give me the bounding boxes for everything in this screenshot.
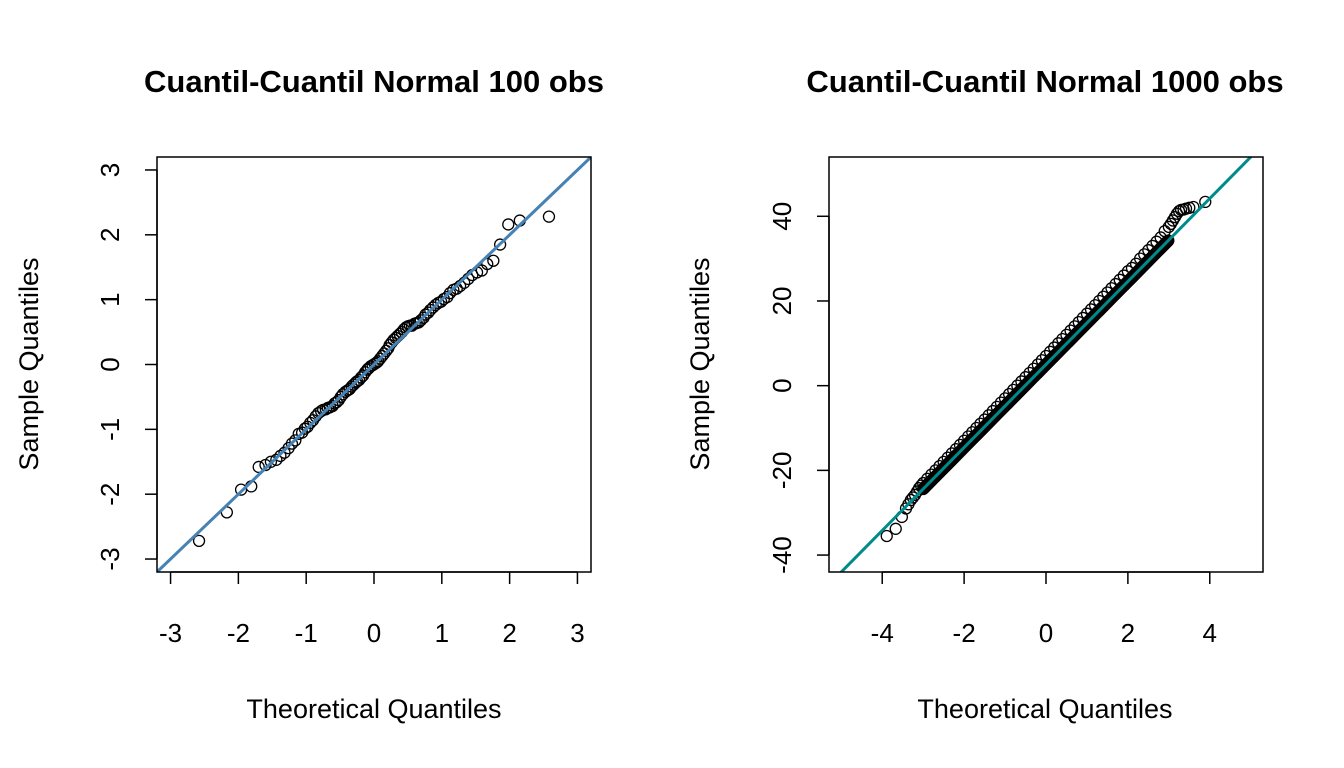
data-point — [278, 446, 291, 459]
axis-ticks-100: -3 -2 -1 0 1 2 3 -3 -2 -1 0 1 2 3 — [95, 163, 585, 648]
data-point — [443, 287, 457, 300]
y-tick-label: 0 — [767, 378, 797, 392]
data-point — [1183, 201, 1196, 214]
qq-plot-1000: Cuantil-Cuantil Normal 1000 obs Theoreti… — [685, 64, 1284, 724]
plot-frame-1000 — [828, 156, 1264, 573]
data-points-1000 — [880, 195, 1212, 543]
x-tick-label: 2 — [1121, 618, 1135, 648]
y-tick-label: 40 — [767, 202, 797, 231]
y-axis-label-1000: Sample Quantiles — [685, 257, 715, 470]
data-point — [419, 308, 432, 321]
data-point — [493, 238, 507, 251]
data-point — [274, 449, 287, 463]
x-tick-label: -3 — [159, 618, 182, 648]
reference-line-100 — [157, 157, 591, 572]
data-point — [502, 218, 515, 231]
x-tick-label: -2 — [227, 618, 250, 648]
chart-title-1000: Cuantil-Cuantil Normal 1000 obs — [806, 64, 1283, 99]
data-point — [285, 437, 299, 450]
y-tick-label: -3 — [95, 547, 125, 570]
data-point — [252, 460, 265, 474]
data-point — [889, 522, 902, 535]
data-point — [1166, 214, 1180, 227]
y-tick-label: 20 — [767, 287, 797, 316]
x-tick-label: 3 — [570, 618, 584, 648]
y-tick-label: -40 — [767, 536, 797, 574]
data-point — [1164, 217, 1178, 231]
data-point — [1162, 220, 1175, 234]
y-tick-label: 2 — [95, 228, 125, 242]
data-point — [380, 344, 393, 358]
x-tick-label: 1 — [435, 618, 449, 648]
data-point — [1187, 200, 1200, 214]
y-tick-label: -20 — [767, 452, 797, 490]
y-tick-label: 3 — [95, 163, 125, 177]
x-axis-label-1000: Theoretical Quantiles — [917, 694, 1172, 724]
data-point — [908, 488, 922, 502]
data-point — [352, 373, 366, 387]
x-tick-label: 4 — [1203, 618, 1217, 648]
data-point — [434, 295, 448, 308]
data-point — [1170, 207, 1184, 220]
data-point — [880, 529, 893, 543]
data-point — [481, 257, 494, 271]
x-tick-label: -1 — [295, 618, 318, 648]
data-point — [1199, 195, 1212, 209]
y-tick-label: 1 — [95, 292, 125, 306]
data-point — [412, 316, 425, 329]
data-point — [1162, 234, 1175, 247]
y-tick-label: -2 — [95, 483, 125, 506]
data-point — [487, 254, 500, 267]
x-tick-label: -4 — [871, 618, 894, 648]
data-point — [362, 362, 375, 375]
x-tick-label: 0 — [1039, 618, 1053, 648]
x-tick-label: -2 — [953, 618, 976, 648]
chart-title-100: Cuantil-Cuantil Normal 100 obs — [144, 64, 604, 99]
data-point — [542, 210, 556, 223]
data-point — [192, 534, 206, 548]
y-tick-label: -1 — [95, 418, 125, 441]
reference-line-1000 — [839, 157, 1253, 572]
x-axis-label-100: Theoretical Quantiles — [246, 694, 501, 724]
y-tick-label: 0 — [95, 357, 125, 371]
x-tick-label: 0 — [367, 618, 381, 648]
plot-frame-100 — [156, 156, 592, 573]
data-point — [441, 290, 454, 304]
data-points-100 — [192, 210, 556, 548]
x-tick-label: 2 — [502, 618, 516, 648]
data-point — [289, 434, 302, 447]
data-point — [328, 397, 341, 410]
qq-plot-100: Cuantil-Cuantil Normal 100 obs Theoretic… — [14, 64, 604, 724]
y-axis-label-100: Sample Quantiles — [14, 257, 44, 470]
data-point — [270, 453, 283, 466]
data-point — [264, 455, 278, 468]
data-point — [343, 382, 356, 396]
